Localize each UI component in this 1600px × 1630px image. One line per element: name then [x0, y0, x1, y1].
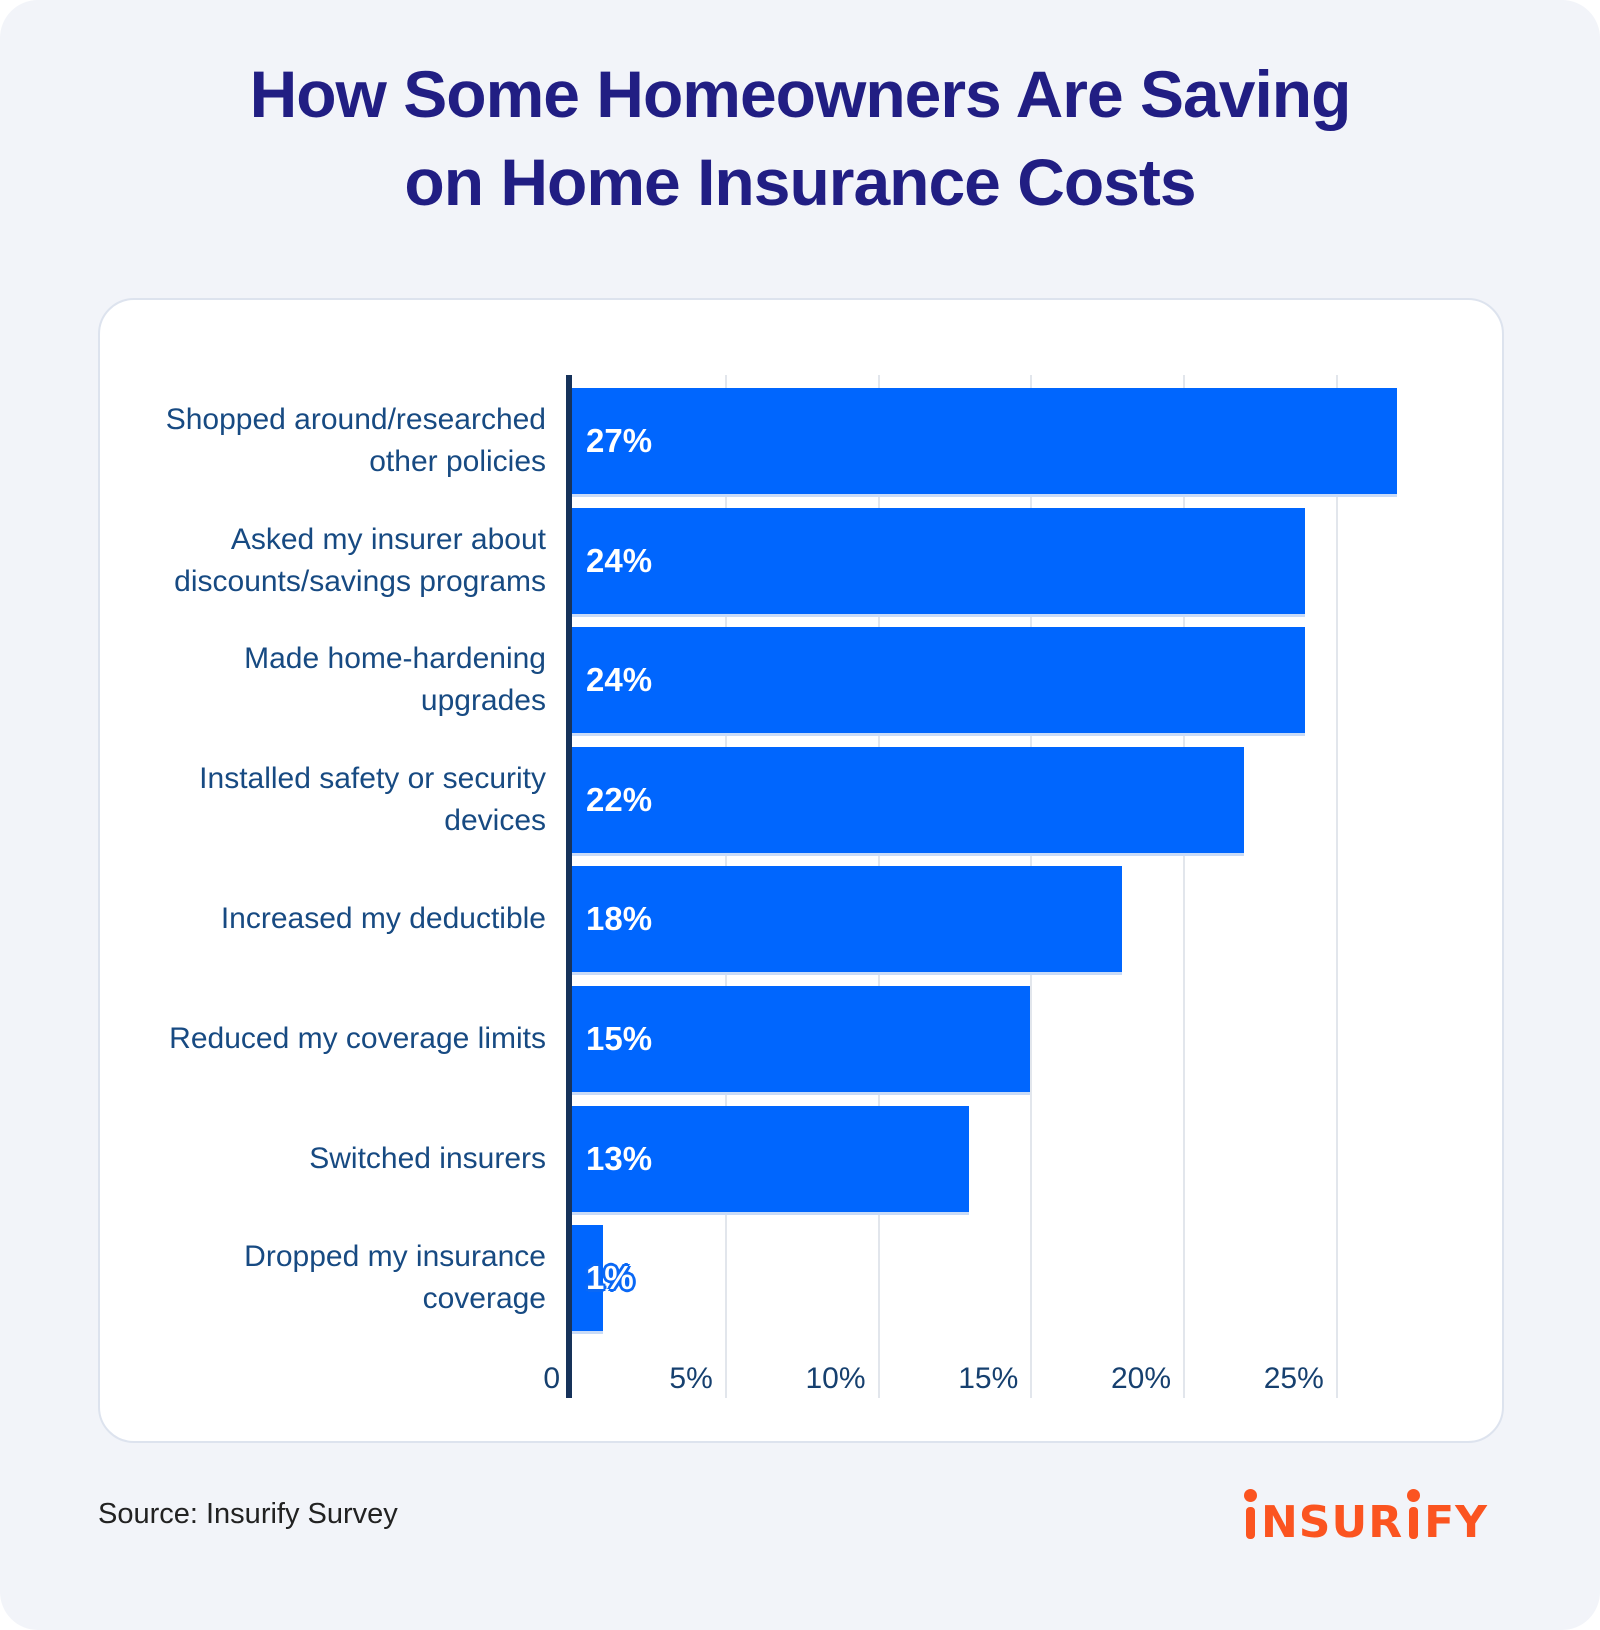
bar-track: 24% [572, 627, 1458, 734]
bar-track: 18% [572, 866, 1458, 973]
bar-track: 15% [572, 985, 1458, 1092]
x-tick-label: 10% [805, 1362, 866, 1395]
bar [572, 627, 1306, 734]
category-label: Shopped around/researched other policies [165, 403, 546, 478]
bar-row: Dropped my insurance coverage 1% [100, 1225, 1458, 1345]
bar [572, 388, 1397, 494]
value-label: 1% [586, 1259, 634, 1297]
chart-title: How Some Homeowners Are Saving on Home I… [0, 0, 1600, 226]
bar-row: Asked my insurer about discounts/savings … [100, 507, 1458, 628]
logo-letter-i-icon [1243, 1489, 1257, 1539]
value-label: 24% [586, 541, 653, 579]
value-label: 15% [586, 1019, 653, 1057]
bar-track: 22% [572, 746, 1458, 853]
logo-letter-i-icon [1407, 1489, 1421, 1539]
bar-rows: Shopped around/researched other policies 2… [100, 388, 1458, 1345]
category-label: Increased my deductible [220, 902, 546, 936]
bar-track: 24% [572, 507, 1458, 614]
bar-row: Shopped around/researched other policies 2… [100, 388, 1458, 508]
chart-card: Shopped around/researched other policies 2… [98, 298, 1504, 1443]
category-label: Reduced my coverage limits [169, 1021, 546, 1055]
bar [572, 866, 1122, 973]
x-axis-tick-labels: 0 5% 10% 15% 20% 25% [543, 1356, 1458, 1396]
category-label: Made home-hardening upgrades [244, 642, 546, 718]
bar-track: 1% [572, 1225, 1458, 1332]
value-label: 13% [586, 1139, 653, 1177]
category-label: Asked my insurer about discounts/savings … [174, 522, 546, 598]
chart-title-line-1: How Some Homeowners Are Saving [249, 57, 1352, 131]
bar [572, 1105, 970, 1212]
category-label: Installed safety or security devices [199, 761, 546, 837]
footer: Source: Insurify Survey NSUR FY [98, 1489, 1488, 1548]
x-tick-label: 15% [958, 1362, 1019, 1395]
bar-row: Increased my deductible 18% [100, 866, 1458, 986]
gridline [1335, 375, 1338, 1398]
bar [572, 507, 1306, 614]
value-label: 24% [586, 661, 653, 699]
bar-track: 13% [572, 1105, 1458, 1212]
bar-row: Reduced my coverage limits 15% [100, 985, 1458, 1106]
x-tick-label: 25% [1263, 1362, 1324, 1395]
logo-text-mid: NSUR [1260, 1497, 1404, 1548]
source-label: Source: Insurify Survey [98, 1497, 398, 1530]
category-label: Switched insurers [309, 1141, 546, 1175]
bar-row: Installed safety or security devices 22% [100, 746, 1458, 867]
chart-title-line-2: on Home Insurance Costs [404, 145, 1196, 219]
value-label: 22% [586, 780, 653, 818]
bar-track: 27% [572, 388, 1458, 494]
logo-text-end: FY [1424, 1497, 1488, 1548]
bar-row: Switched insurers 13% [100, 1105, 1458, 1226]
bar [572, 746, 1245, 853]
insurify-logo: NSUR FY [1240, 1489, 1488, 1548]
y-axis-line [566, 375, 572, 1398]
bar [572, 985, 1031, 1092]
x-tick-label: 5% [669, 1362, 713, 1395]
bar-chart: Shopped around/researched other policies 2… [100, 375, 1502, 1398]
x-tick-label: 20% [1110, 1362, 1172, 1395]
category-label: Dropped my insurance coverage [244, 1240, 546, 1316]
value-label: 18% [586, 900, 653, 938]
value-label: 27% [586, 422, 653, 459]
bar [572, 1225, 603, 1332]
bar-row: Made home-hardening upgrades 24% [100, 627, 1458, 747]
x-tick-label: 0 [543, 1362, 560, 1395]
gridline [1183, 375, 1186, 1398]
